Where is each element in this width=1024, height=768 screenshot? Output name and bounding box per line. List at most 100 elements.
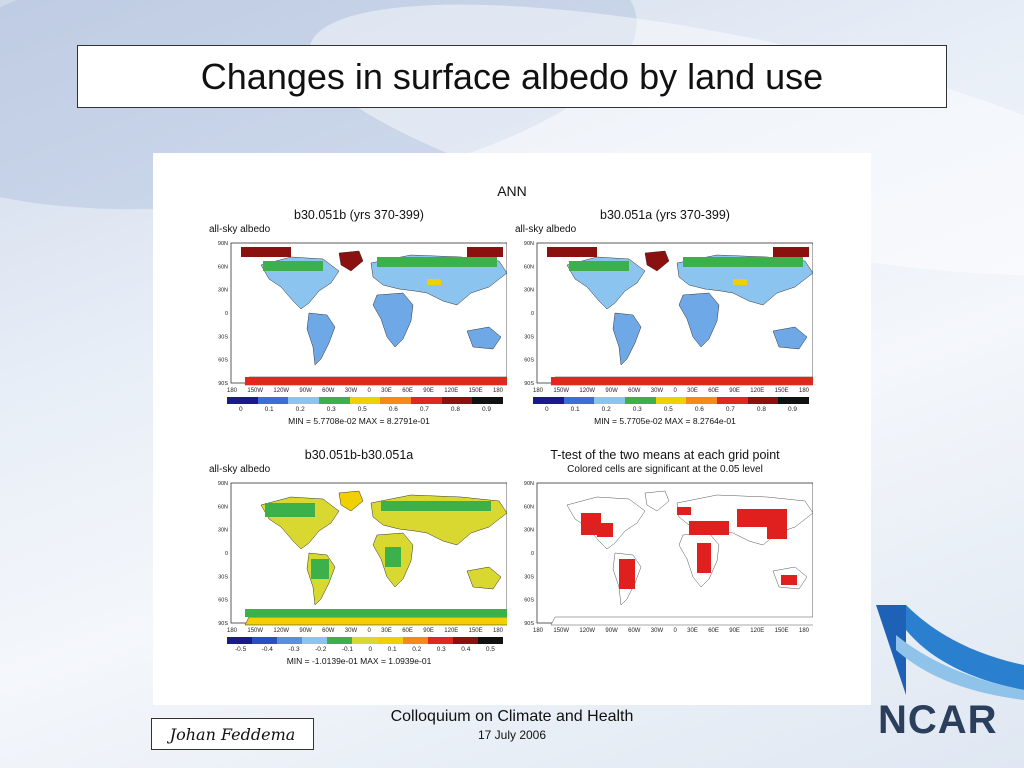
latitude-label: 30S	[218, 334, 228, 340]
colorbar-swatch	[594, 397, 626, 404]
latitude-label: 90S	[218, 621, 228, 627]
longitude-label: 0	[673, 388, 677, 394]
colorbar-label: 0.1	[264, 406, 274, 413]
latitude-label: 60N	[218, 264, 228, 270]
colorbar-swatch	[227, 397, 258, 404]
panel-difference: b30.051b-b30.051a all-sky albedo 90N 60N 3…	[209, 448, 509, 666]
colorbar-swatch	[277, 637, 303, 644]
colorbar-label: 0.3	[326, 406, 336, 413]
longitude-label: 180	[227, 628, 238, 634]
continent-greenland	[644, 250, 670, 272]
panel-subtitle: all-sky albedo	[515, 224, 577, 235]
event-date: 17 July 2006	[477, 728, 547, 742]
boreal-band	[683, 257, 803, 267]
longitude-label: 150E	[468, 628, 483, 634]
albedo-figure: ANN b30.051b (yrs 370-399) all-sky albed…	[153, 153, 871, 705]
colorbar-label: 0.3	[436, 646, 446, 653]
continent-africa	[372, 292, 414, 348]
longitude-label: 90E	[729, 628, 740, 634]
colorbar-swatch	[349, 397, 381, 404]
significant-cells	[597, 523, 613, 537]
colorbar-label: 0.6	[694, 406, 704, 413]
longitude-label: 150W	[553, 628, 570, 634]
longitude-label: 90W	[299, 628, 312, 634]
colorbar-label: 0.5	[357, 406, 367, 413]
colorbar-label: 0.2	[601, 406, 611, 413]
significant-cells	[677, 507, 691, 515]
latitude-label: 0	[225, 551, 228, 557]
boreal-band	[263, 261, 323, 271]
longitude-label: 60W	[628, 628, 641, 634]
colorbar-label: 0	[545, 406, 549, 413]
albedo-map: 90N 60N 30N 0 30S 60S 90S	[524, 241, 813, 387]
latitude-label: 0	[531, 311, 534, 317]
albedo-map: 90N 60N 30N 0 30S 60S 90S	[218, 241, 507, 387]
colorbar-swatch	[288, 397, 320, 404]
colorbar-swatch	[377, 637, 403, 644]
event-name: Colloquium on Climate and Health	[390, 708, 634, 725]
colorbar-label: 0.1	[387, 646, 397, 653]
longitude-label: 180	[533, 628, 544, 634]
colorbar-swatch	[625, 397, 656, 404]
continents	[241, 247, 507, 386]
colorbar-label: 0.8	[756, 406, 766, 413]
longitude-label: 90W	[605, 388, 618, 394]
panel-b30-051a: b30.051a (yrs 370-399) all-sky albedo 90…	[515, 208, 815, 426]
slide-title-box: Changes in surface albedo by land use	[77, 45, 947, 108]
colorbar-label: 0	[368, 646, 373, 653]
author-name-box: Johan Feddema	[151, 718, 314, 750]
diff-patch	[381, 501, 491, 511]
latitude-label: 90S	[524, 621, 534, 627]
colorbar-swatch	[778, 397, 810, 404]
colorbar-swatch	[533, 397, 564, 404]
colorbar-label: -0.4	[261, 646, 273, 653]
colorbar-swatch	[380, 397, 412, 404]
event-info: Colloquium on Climate and Health 17 July…	[352, 708, 672, 742]
significant-cells	[781, 575, 797, 585]
longitude-label: 120W	[579, 388, 596, 394]
ncar-logo-mark	[876, 605, 1024, 700]
arctic-ice	[241, 247, 291, 257]
continent-greenland	[338, 250, 364, 272]
figure-title: ANN	[497, 183, 527, 199]
arctic-ice	[547, 247, 597, 257]
continents	[547, 247, 813, 386]
latitude-label: 60S	[218, 358, 228, 364]
latitude-label: 90N	[218, 241, 228, 247]
longitude-label: 120W	[273, 388, 290, 394]
plateau-patch	[427, 279, 441, 285]
panel-title: b30.051b (yrs 370-399)	[294, 208, 424, 222]
longitude-label: 30W	[344, 628, 358, 634]
latitude-label: 90S	[218, 381, 228, 387]
colorbar	[227, 397, 504, 404]
longitude-label: 180	[798, 388, 809, 394]
diff-patch	[265, 503, 315, 517]
longitude-label: 180	[533, 388, 544, 394]
latitude-label: 60S	[524, 598, 534, 604]
latitude-label: 90N	[218, 481, 228, 487]
author-name: Johan Feddema	[169, 724, 296, 744]
longitude-label: 30E	[381, 628, 392, 634]
continent-australia	[466, 566, 502, 590]
panel-title: b30.051a (yrs 370-399)	[600, 208, 730, 222]
world-map: 90N 60N 30N 0 30S 60S 90S	[519, 238, 815, 388]
colorbar-label: 0.7	[419, 406, 429, 413]
colorbar-swatch	[686, 397, 718, 404]
longitude-label: 120E	[750, 628, 765, 634]
colorbar-label: 0.2	[412, 646, 422, 653]
continent-greenland	[338, 490, 364, 512]
continent-australia	[466, 326, 502, 350]
longitude-label: 120E	[750, 388, 765, 394]
colorbar-label: -0.3	[288, 646, 300, 653]
longitude-label: 30E	[687, 628, 698, 634]
latitude-label: 60S	[218, 598, 228, 604]
longitude-label: 90E	[423, 628, 434, 634]
longitude-label: 180	[227, 388, 238, 394]
arctic-ice	[467, 247, 503, 257]
longitude-label: 0	[367, 628, 371, 634]
continent-antarctica	[550, 616, 813, 626]
significant-cells	[619, 559, 635, 589]
longitude-label: 0	[673, 628, 677, 634]
longitude-label: 30W	[650, 388, 664, 394]
latitude-label: 0	[225, 311, 228, 317]
